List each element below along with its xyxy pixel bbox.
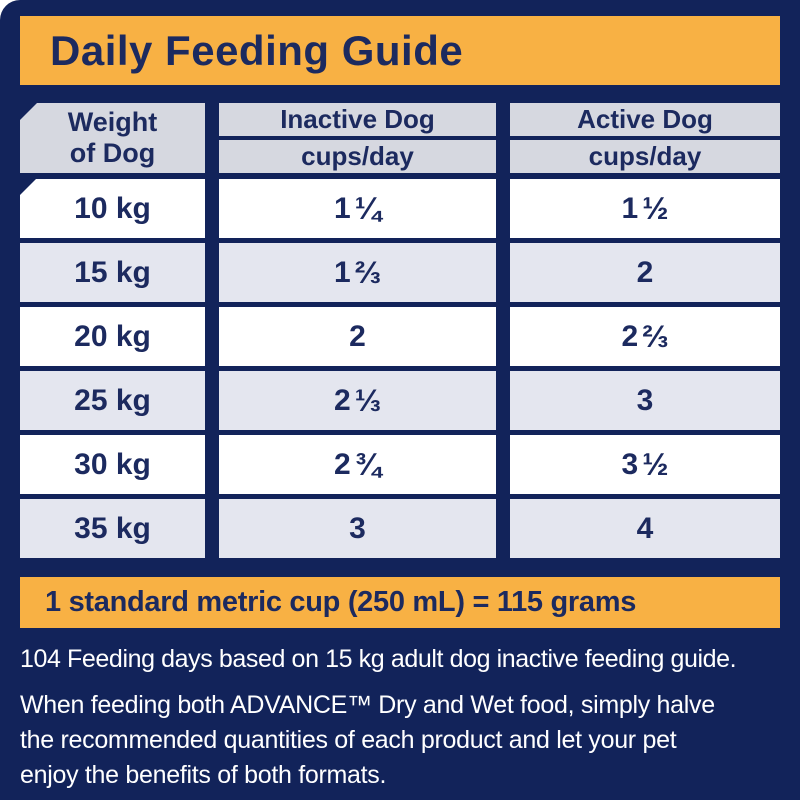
- weight-cell: 35 kg: [20, 499, 205, 558]
- header-inactive-dog-label: Inactive Dog: [219, 103, 496, 136]
- page-title: Daily Feeding Guide: [50, 26, 464, 74]
- active-cups-cell: 2: [510, 243, 780, 302]
- value-whole: 1: [334, 255, 351, 289]
- header-active-dog-group: Active Dog cups/day: [510, 103, 780, 173]
- mixed-feeding-note-line3: enjoy the benefits of both formats.: [20, 761, 387, 789]
- header-active-dog-label: Active Dog: [510, 103, 780, 136]
- header-weight-line2: of Dog: [69, 138, 156, 168]
- value-whole: 2: [621, 319, 639, 353]
- feeding-days-note: 104 Feeding days based on 15 kg adult do…: [20, 645, 737, 673]
- header-inactive-dog-group: Inactive Dog cups/day: [219, 103, 496, 173]
- header-active-dog-unit: cups/day: [510, 140, 780, 173]
- weight-cell: 30 kg: [20, 435, 205, 494]
- title-banner: Daily Feeding Guide: [20, 16, 780, 85]
- value-fraction: ¾: [354, 446, 381, 482]
- value-fraction: ⅓: [354, 382, 381, 418]
- mixed-feeding-note-line2: the recommended quantities of each produ…: [20, 726, 677, 754]
- mixed-feeding-note-line1: When feeding both ADVANCE™ Dry and Wet f…: [20, 691, 715, 719]
- weight-cell: 10 kg: [20, 179, 205, 238]
- value-whole: 2: [349, 319, 366, 353]
- inactive-cups-cell: 2: [219, 307, 496, 366]
- table-row-35kg: 35 kg 3 4: [20, 499, 780, 558]
- value-fraction: ⅔: [642, 318, 669, 354]
- value-whole: 2: [636, 255, 654, 289]
- table-header-row: Weight of Dog Inactive Dog cups/day Acti…: [20, 103, 780, 173]
- value-whole: 1: [621, 191, 639, 225]
- weight-cell: 20 kg: [20, 307, 205, 366]
- value-whole: 2: [334, 383, 351, 417]
- value-whole: 3: [349, 511, 366, 545]
- footer-notes: 104 Feeding days based on 15 kg adult do…: [20, 645, 790, 793]
- header-weight-of-dog: Weight of Dog: [20, 103, 205, 173]
- value-fraction: ⅔: [354, 254, 381, 290]
- value-fraction: ¼: [354, 190, 381, 226]
- value-whole: 2: [334, 447, 351, 481]
- header-weight-line1: Weight: [67, 106, 158, 137]
- inactive-cups-cell: 3: [219, 499, 496, 558]
- cup-conversion-note: 1 standard metric cup (250 mL) = 115 gra…: [45, 586, 637, 618]
- value-whole: 3: [636, 383, 654, 417]
- cup-conversion-banner: 1 standard metric cup (250 mL) = 115 gra…: [20, 577, 780, 628]
- header-inactive-dog-unit: cups/day: [219, 140, 496, 173]
- feeding-guide-table: Weight of Dog Inactive Dog cups/day Acti…: [20, 103, 780, 558]
- active-cups-cell: 3: [510, 371, 780, 430]
- weight-cell: 25 kg: [20, 371, 205, 430]
- value-whole: 1: [334, 191, 351, 225]
- value-whole: 3: [621, 447, 639, 481]
- value-whole: 4: [636, 511, 654, 545]
- weight-cell: 15 kg: [20, 243, 205, 302]
- value-fraction: ½: [642, 446, 669, 482]
- active-cups-cell: 4: [510, 499, 780, 558]
- value-fraction: ½: [642, 190, 669, 226]
